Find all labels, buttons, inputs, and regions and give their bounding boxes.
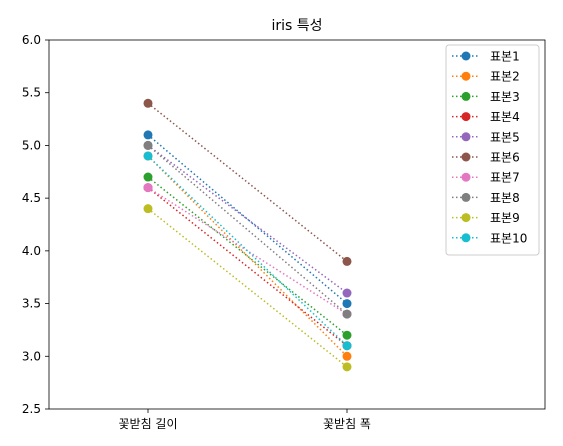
legend-label: 표본5 <box>490 130 520 144</box>
series-8 <box>143 140 352 319</box>
series-3 <box>143 172 352 340</box>
y-tick-label: 3.0 <box>22 349 41 363</box>
legend-item: 표본6 <box>452 151 520 165</box>
series-10 <box>143 151 352 351</box>
data-point <box>342 330 352 340</box>
legend-marker <box>461 192 471 202</box>
data-point <box>342 299 352 309</box>
y-tick-label: 6.0 <box>22 33 41 47</box>
legend-label: 표본2 <box>490 70 520 84</box>
legend-item: 표본4 <box>452 110 520 124</box>
y-tick-label: 4.0 <box>22 244 41 258</box>
series-line <box>147 186 348 315</box>
legend-item: 표본7 <box>452 171 520 185</box>
series-6 <box>143 98 352 266</box>
legend-label: 표본9 <box>490 211 520 225</box>
legend-item: 표본10 <box>452 231 527 245</box>
series-9 <box>143 204 352 372</box>
series-line <box>147 155 348 347</box>
legend-item: 표본1 <box>452 50 520 64</box>
x-tick-label: 꽃받침 폭 <box>323 417 371 431</box>
y-tick-label: 4.5 <box>22 191 41 205</box>
legend-marker <box>461 91 471 101</box>
data-point <box>143 183 153 193</box>
data-point <box>143 140 153 150</box>
y-tick-label: 3.5 <box>22 297 41 311</box>
legend-label: 표본3 <box>490 90 520 104</box>
legend-label: 표본6 <box>490 151 520 165</box>
legend-label: 표본8 <box>490 191 520 205</box>
data-point <box>143 204 153 214</box>
data-point <box>143 151 153 161</box>
legend-marker <box>461 51 471 61</box>
legend-marker <box>461 112 471 122</box>
data-point <box>143 98 153 108</box>
legend-marker <box>461 71 471 81</box>
legend-label: 표본7 <box>490 171 520 185</box>
data-point <box>143 172 153 182</box>
data-point <box>143 130 153 140</box>
y-tick-label: 2.5 <box>22 402 41 416</box>
legend-item: 표본8 <box>452 191 520 205</box>
legend: 표본1 표본2 표본3 표본4 표본5 표본6 표본7 표본8 표본9 표본10 <box>445 44 540 256</box>
data-point <box>342 288 352 298</box>
legend-item: 표본5 <box>452 130 520 144</box>
legend-marker <box>461 152 471 162</box>
legend-label: 표본10 <box>490 231 527 245</box>
legend-item: 표본9 <box>452 211 520 225</box>
data-point <box>342 341 352 351</box>
data-point <box>342 351 352 361</box>
legend-marker <box>461 213 471 223</box>
legend-item: 표본3 <box>452 90 520 104</box>
legend-marker <box>461 132 471 142</box>
series-line <box>147 144 348 294</box>
y-tick-label: 5.0 <box>22 138 41 152</box>
series-line <box>147 155 348 357</box>
data-point <box>342 362 352 372</box>
legend-label: 표본4 <box>490 110 520 124</box>
y-tick-label: 5.5 <box>22 86 41 100</box>
x-tick-label: 꽃받침 길이 <box>118 417 177 431</box>
legend-item: 표본2 <box>452 70 520 84</box>
legend-marker <box>461 233 471 243</box>
legend-marker <box>461 172 471 182</box>
chart-title: iris 특성 <box>271 18 322 34</box>
series-line <box>147 134 348 305</box>
data-point <box>342 256 352 266</box>
plot-series <box>143 98 352 372</box>
legend-label: 표본1 <box>490 50 520 64</box>
data-point <box>342 309 352 319</box>
series-line <box>147 144 348 315</box>
series-1 <box>143 130 352 309</box>
